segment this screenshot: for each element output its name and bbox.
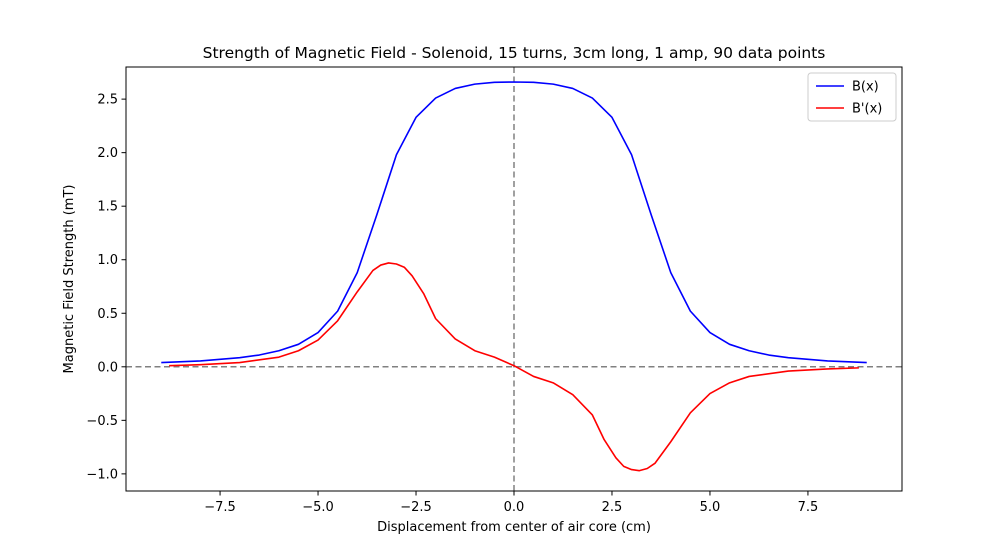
legend-box <box>807 72 897 122</box>
y-tick-label: −0.5 <box>86 414 118 429</box>
legend: B(x) B'(x) <box>807 72 897 122</box>
y-tick-label: 0.0 <box>97 360 118 375</box>
y-tick-label: 2.5 <box>97 93 118 108</box>
reference-lines <box>126 67 902 491</box>
y-tick-label: 0.5 <box>97 307 118 322</box>
x-tick-label: −7.5 <box>204 500 236 515</box>
y-tick-label: 1.5 <box>97 200 118 215</box>
y-axis-label: Magnetic Field Strength (mT) <box>62 185 77 374</box>
x-tick-label: −5.0 <box>302 500 334 515</box>
legend-label: B'(x) <box>852 102 882 117</box>
x-tick-label: 5.0 <box>700 500 721 515</box>
series-layer <box>161 81 867 472</box>
legend-label: B(x) <box>852 80 879 95</box>
y-axis-ticks: −1.0 −0.5 0.0 0.5 1.0 1.5 2.0 2.5 <box>86 93 126 482</box>
x-tick-label: 0.0 <box>504 500 525 515</box>
x-tick-label: −2.5 <box>400 500 432 515</box>
x-axis-label: Displacement from center of air core (cm… <box>377 520 651 535</box>
x-axis-ticks: −7.5 −5.0 −2.5 0.0 2.5 5.0 7.5 <box>204 491 818 515</box>
y-tick-label: −1.0 <box>86 467 118 482</box>
x-tick-label: 2.5 <box>602 500 623 515</box>
y-tick-label: 2.0 <box>97 146 118 161</box>
y-tick-label: 1.0 <box>97 253 118 268</box>
series-line-b-x <box>161 81 867 364</box>
chart-title: Strength of Magnetic Field - Solenoid, 1… <box>203 44 826 62</box>
x-tick-label: 7.5 <box>798 500 819 515</box>
series-line-b-prime-x <box>169 262 859 472</box>
